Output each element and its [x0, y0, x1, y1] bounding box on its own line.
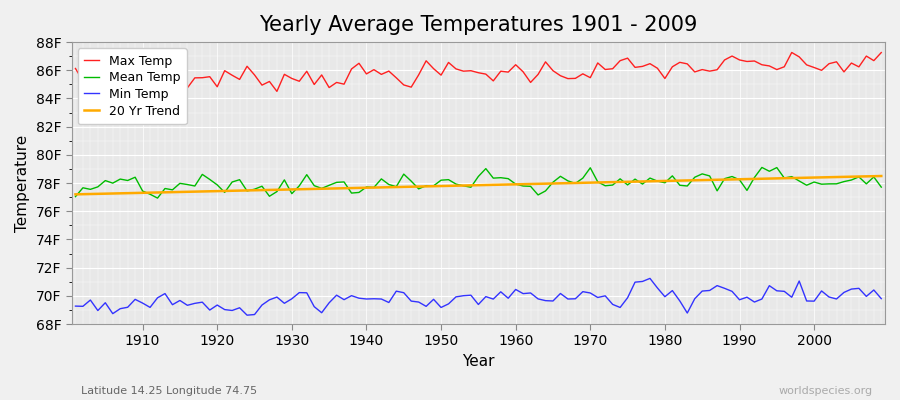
Max Temp	[787, 50, 797, 55]
Mean Temp	[518, 184, 528, 188]
Y-axis label: Temperature: Temperature	[15, 134, 30, 232]
Max Temp	[608, 66, 618, 71]
Max Temp	[70, 66, 81, 71]
Max Temp	[346, 66, 357, 71]
X-axis label: Year: Year	[462, 354, 495, 369]
Min Temp	[130, 297, 140, 302]
Mean Temp	[152, 196, 163, 200]
Min Temp	[876, 296, 886, 301]
Legend: Max Temp, Mean Temp, Min Temp, 20 Yr Trend: Max Temp, Mean Temp, Min Temp, 20 Yr Tre…	[78, 48, 187, 124]
Mean Temp	[70, 194, 81, 199]
Min Temp	[346, 293, 357, 298]
Mean Temp	[130, 175, 140, 180]
Mean Temp	[510, 182, 521, 186]
20 Yr Trend	[876, 174, 886, 178]
Text: Latitude 14.25 Longitude 74.75: Latitude 14.25 Longitude 74.75	[81, 386, 257, 396]
Min Temp	[608, 302, 618, 307]
Max Temp	[130, 74, 140, 79]
20 Yr Trend	[70, 192, 81, 197]
Max Temp	[518, 70, 528, 74]
Min Temp	[510, 287, 521, 292]
Mean Temp	[757, 165, 768, 170]
20 Yr Trend	[338, 186, 349, 191]
Mean Temp	[346, 191, 357, 196]
Max Temp	[876, 50, 886, 55]
Line: Mean Temp: Mean Temp	[76, 168, 881, 198]
20 Yr Trend	[510, 182, 521, 187]
Mean Temp	[302, 172, 312, 177]
20 Yr Trend	[599, 180, 610, 185]
Max Temp	[510, 62, 521, 67]
Max Temp	[302, 69, 312, 74]
Min Temp	[302, 290, 312, 295]
Line: Max Temp: Max Temp	[76, 52, 881, 91]
Mean Temp	[876, 185, 886, 190]
Text: worldspecies.org: worldspecies.org	[778, 386, 873, 396]
Min Temp	[518, 291, 528, 296]
Min Temp	[242, 313, 253, 318]
Max Temp	[272, 89, 283, 94]
Line: 20 Yr Trend: 20 Yr Trend	[76, 176, 881, 194]
20 Yr Trend	[294, 187, 305, 192]
Min Temp	[70, 304, 81, 308]
Line: Min Temp: Min Temp	[76, 278, 881, 315]
Mean Temp	[608, 183, 618, 188]
20 Yr Trend	[130, 190, 140, 195]
20 Yr Trend	[503, 182, 514, 187]
Min Temp	[644, 276, 655, 281]
Title: Yearly Average Temperatures 1901 - 2009: Yearly Average Temperatures 1901 - 2009	[259, 15, 698, 35]
